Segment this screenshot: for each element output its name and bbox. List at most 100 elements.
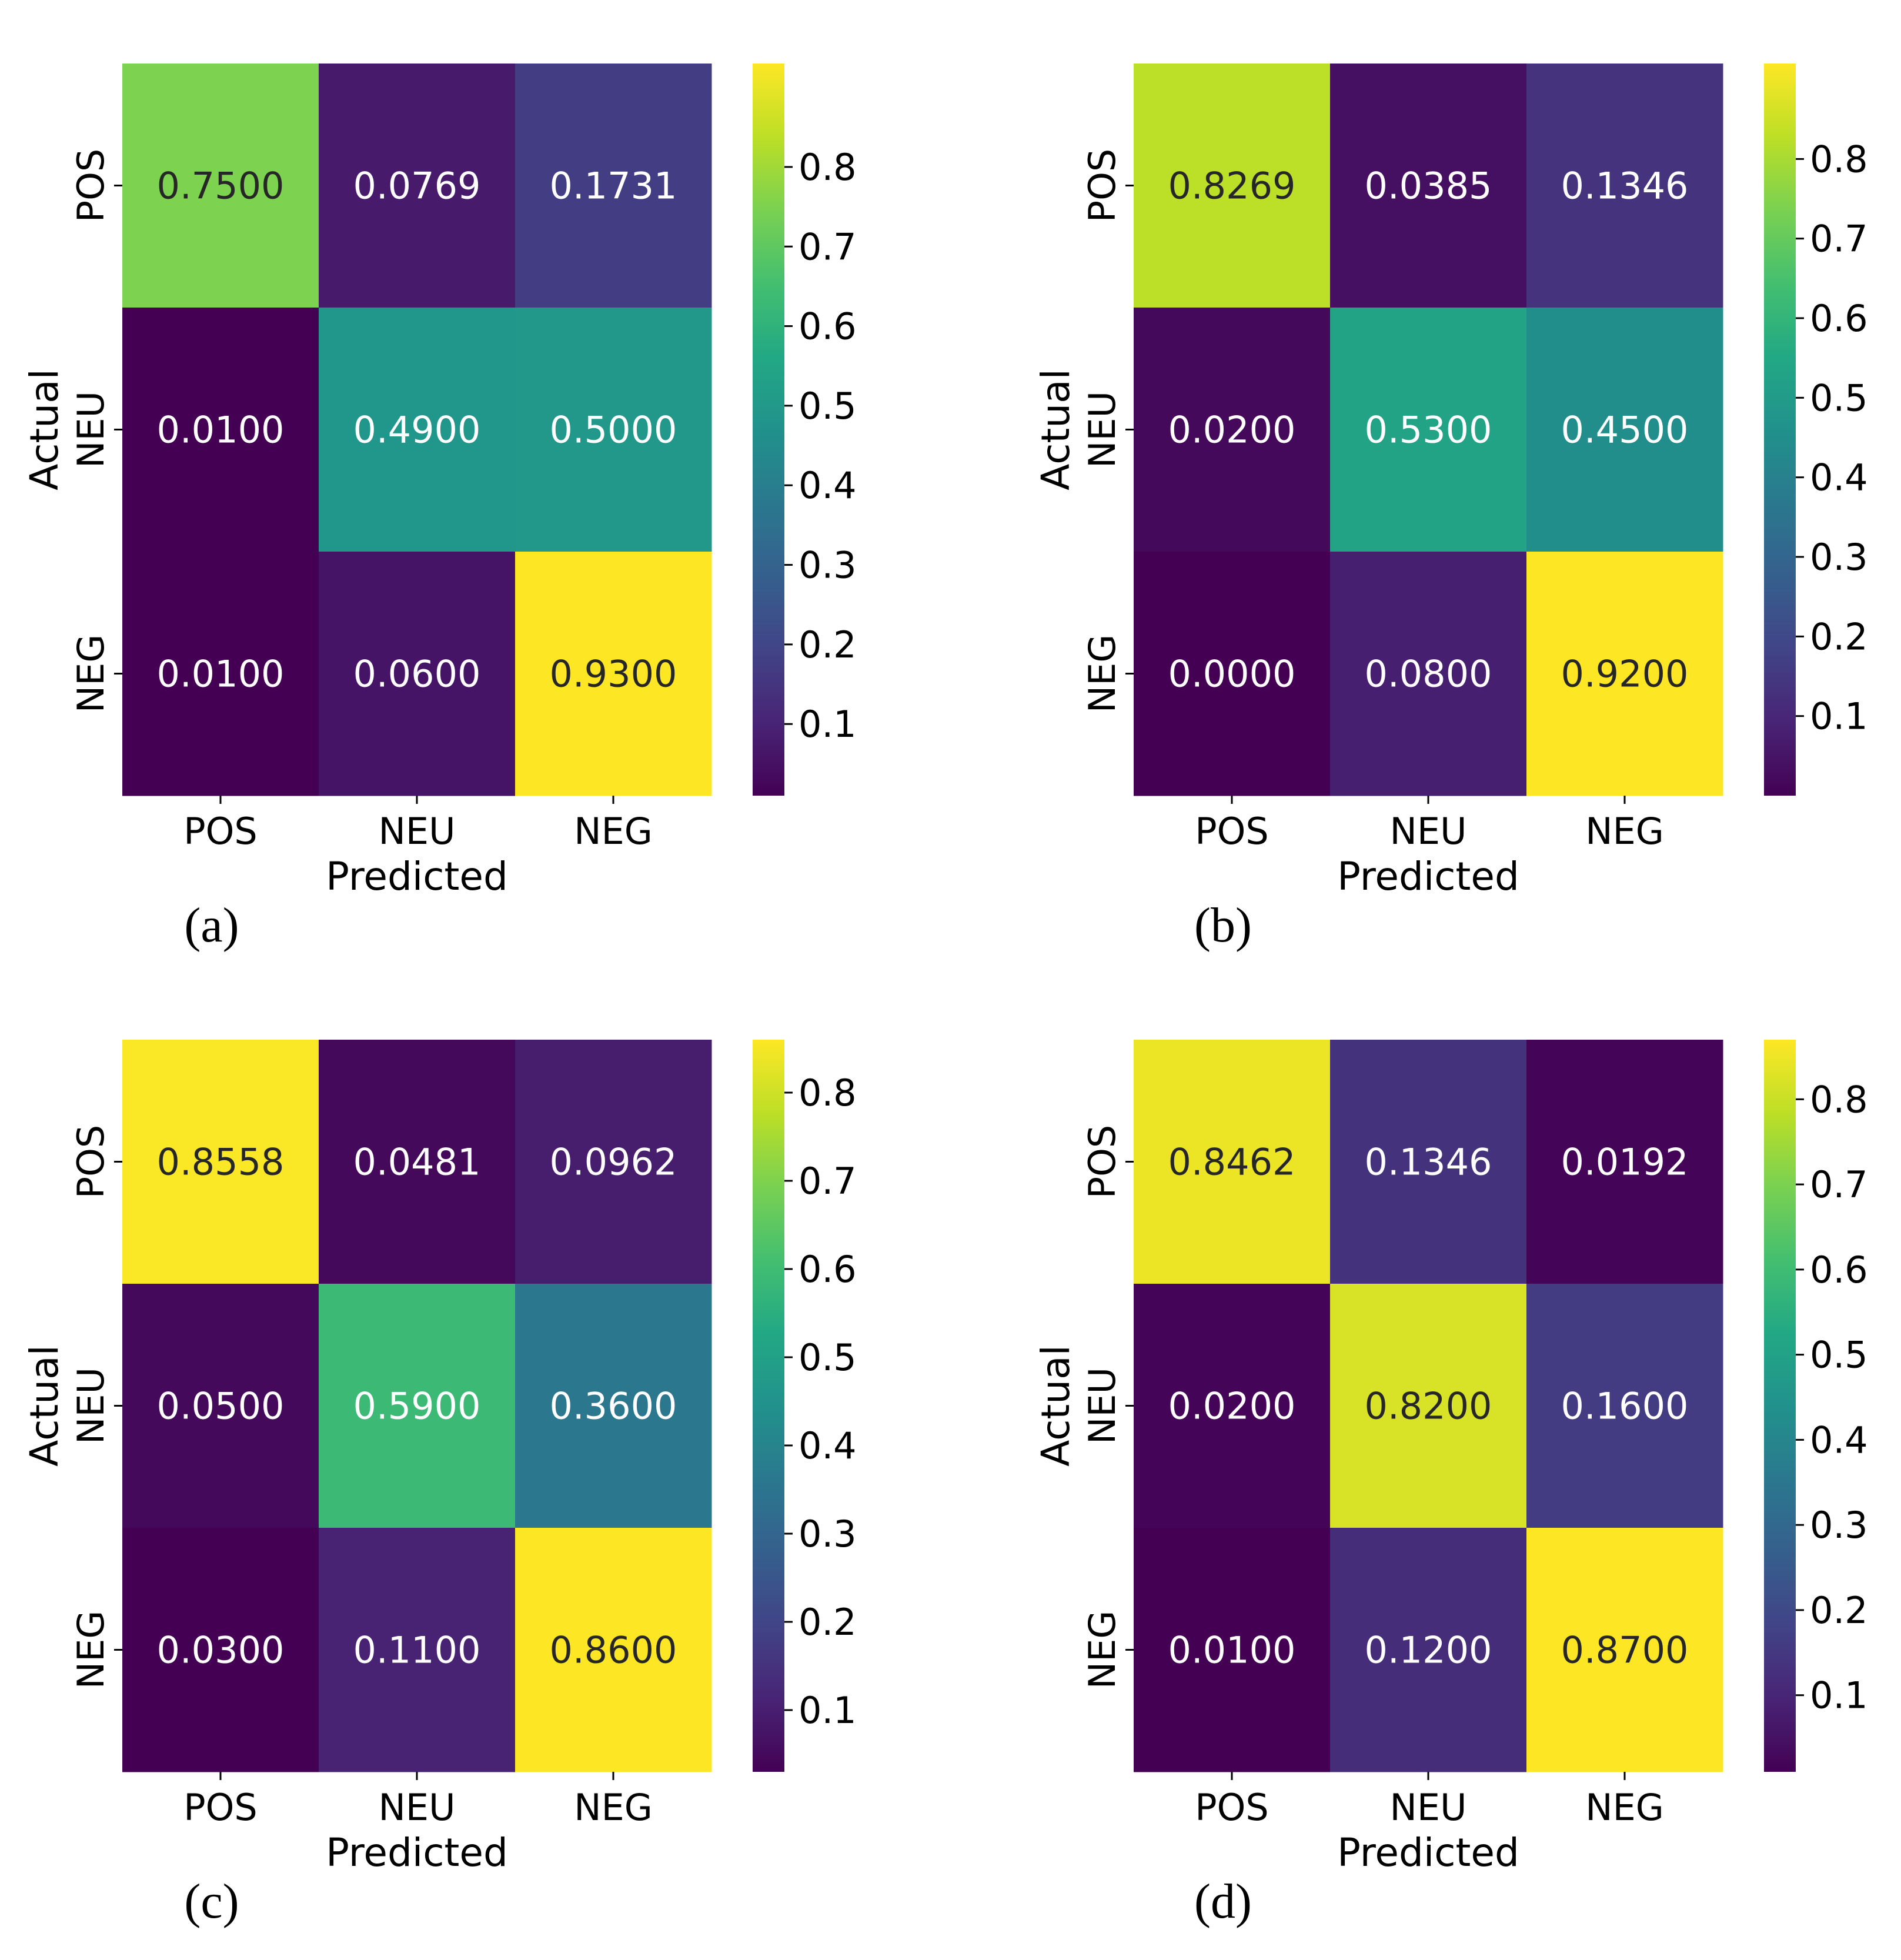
colorbar-tick-label-3: 0.4	[799, 1424, 857, 1467]
heatmap-cell-r2-c0	[1134, 1528, 1331, 1772]
x-tick-label-2: NEG	[1585, 1786, 1664, 1829]
cell-value-label-r1-c2: 0.1600	[1561, 1385, 1689, 1428]
heatmap-cell-r0-c2	[515, 64, 712, 308]
panel-d: 0.8462 0.1346 0.0192 0.0200 0.8200 0.1600 0.01…	[1011, 976, 1901, 1946]
cell-value-label-r2-c1: 0.0800	[1365, 653, 1492, 696]
heatmap-cell-r1-c2	[515, 308, 712, 552]
cell-value-label-r1-c0: 0.0100	[157, 409, 285, 452]
x-axis-label: Predicted	[1337, 854, 1519, 899]
y-tick-label-1: NEU	[1081, 391, 1124, 468]
cell-value-label-r2-c0: 0.0000	[1168, 653, 1296, 696]
cell-value-label-r2-c0: 0.0300	[157, 1629, 285, 1672]
colorbar-tick-label-7: 0.8	[799, 146, 857, 189]
colorbar-tick-label-7: 0.8	[1810, 138, 1868, 181]
heatmap-chart-c: 0.8558 0.0481 0.0962 0.0500 0.5900 0.3600 0.03…	[22, 1040, 857, 1875]
cell-value-label-r0-c2: 0.0962	[550, 1141, 677, 1184]
cell-value-label-r0-c0: 0.8558	[157, 1141, 285, 1184]
cell-value-label-r0-c1: 0.0481	[353, 1141, 481, 1184]
heatmap-cell-r2-c1	[319, 552, 516, 796]
panel-label-b: (b)	[1194, 898, 1252, 953]
cell-value-label-r1-c1: 0.5900	[353, 1385, 481, 1428]
x-tick-label-0: POS	[183, 810, 258, 853]
cell-value-label-r2-c1: 0.1200	[1365, 1629, 1492, 1672]
y-tick-label-1: NEU	[69, 391, 112, 468]
x-axis-label: Predicted	[326, 1830, 508, 1875]
cell-value-label-r0-c2: 0.0192	[1561, 1141, 1689, 1184]
colorbar-tick-label-5: 0.6	[799, 1248, 857, 1291]
cell-value-label-r0-c1: 0.0769	[353, 165, 481, 208]
y-axis-label: Actual	[1033, 369, 1078, 490]
cell-value-label-r1-c2: 0.5000	[550, 409, 677, 452]
cell-value-label-r0-c2: 0.1731	[550, 165, 677, 208]
y-tick-label-0: POS	[69, 149, 112, 223]
colorbar-tick-label-4: 0.5	[1810, 1334, 1868, 1377]
y-axis-label: Actual	[1033, 1345, 1078, 1467]
colorbar-tick-label-2: 0.3	[799, 544, 857, 587]
x-tick-label-1: NEU	[1390, 1786, 1467, 1829]
y-tick-label-0: POS	[1081, 149, 1124, 223]
heatmap-cell-r2-c0	[122, 552, 319, 796]
colorbar	[753, 1040, 784, 1772]
colorbar-tick-label-2: 0.3	[799, 1512, 857, 1555]
colorbar-tick-label-0: 0.1	[799, 703, 857, 746]
heatmap-cell-r0-c2	[1526, 1040, 1723, 1284]
cell-value-label-r0-c1: 0.1346	[1365, 1141, 1492, 1184]
heatmap-cell-r1-c2	[1526, 1284, 1723, 1528]
cell-value-label-r1-c2: 0.4500	[1561, 409, 1689, 452]
colorbar	[1764, 1040, 1796, 1772]
cell-value-label-r2-c0: 0.0100	[157, 653, 285, 696]
colorbar-tick-label-0: 0.1	[799, 1689, 857, 1732]
colorbar-tick-label-1: 0.2	[1810, 1589, 1868, 1632]
x-tick-label-2: NEG	[574, 810, 653, 853]
x-tick-label-1: NEU	[379, 810, 456, 853]
cell-value-label-r2-c1: 0.0600	[353, 653, 481, 696]
colorbar-tick-label-6: 0.7	[1810, 218, 1868, 261]
colorbar-tick-label-1: 0.2	[799, 1601, 857, 1644]
panel-label-c: (c)	[184, 1874, 239, 1929]
heatmap-cell-r1-c0	[122, 1284, 319, 1528]
heatmap-cell-r2-c0	[1134, 552, 1331, 796]
heatmap-cell-r1-c2	[515, 1284, 712, 1528]
colorbar-tick-label-4: 0.5	[1810, 376, 1868, 419]
y-tick-label-0: POS	[69, 1125, 112, 1199]
cell-value-label-r2-c1: 0.1100	[353, 1629, 481, 1672]
y-axis-label: Actual	[22, 1345, 67, 1467]
panel-b: 0.8269 0.0385 0.1346 0.0200 0.5300 0.4500 0.00…	[1011, 0, 1901, 970]
heatmap-cell-r2-c2	[515, 1528, 712, 1772]
heatmap-cell-r0-c1	[1330, 1040, 1527, 1284]
colorbar-tick-label-5: 0.6	[1810, 1248, 1868, 1291]
y-tick-label-2: NEG	[69, 635, 112, 713]
heatmap-cell-r1-c1	[1330, 1284, 1527, 1528]
cell-value-label-r1-c1: 0.5300	[1365, 409, 1492, 452]
cell-value-label-r1-c0: 0.0200	[1168, 1385, 1296, 1428]
y-tick-label-0: POS	[1081, 1125, 1124, 1199]
cell-value-label-r1-c1: 0.4900	[353, 409, 481, 452]
colorbar-tick-label-1: 0.2	[1810, 615, 1868, 658]
cell-value-label-r0-c1: 0.0385	[1365, 165, 1492, 208]
colorbar-tick-label-2: 0.3	[1810, 536, 1868, 579]
x-tick-label-0: POS	[1195, 1786, 1269, 1829]
heatmap-cell-r1-c2	[1526, 308, 1723, 552]
x-tick-label-1: NEU	[379, 1786, 456, 1829]
heatmap-cell-r2-c1	[1330, 552, 1527, 796]
heatmap-cell-r0-c0	[1134, 64, 1331, 308]
heatmap-cell-r2-c2	[1526, 552, 1723, 796]
cell-value-label-r0-c0: 0.8462	[1168, 1141, 1296, 1184]
panel-c: 0.8558 0.0481 0.0962 0.0500 0.5900 0.3600 0.03…	[0, 976, 947, 1946]
colorbar-tick-label-1: 0.2	[799, 623, 857, 666]
x-tick-label-1: NEU	[1390, 810, 1467, 853]
x-tick-label-0: POS	[183, 1786, 258, 1829]
colorbar-tick-label-3: 0.4	[1810, 456, 1868, 499]
cell-value-label-r0-c0: 0.7500	[157, 165, 285, 208]
heatmap-cell-r1-c1	[1330, 308, 1527, 552]
colorbar-tick-label-3: 0.4	[799, 464, 857, 507]
cell-value-label-r0-c0: 0.8269	[1168, 165, 1296, 208]
heatmap-cell-r0-c1	[319, 64, 516, 308]
heatmap-cell-r1-c0	[1134, 1284, 1331, 1528]
colorbar	[753, 64, 784, 796]
colorbar-tick-label-3: 0.4	[1810, 1418, 1868, 1461]
heatmap-cell-r2-c2	[1526, 1528, 1723, 1772]
colorbar-tick-label-2: 0.3	[1810, 1504, 1868, 1547]
x-tick-label-0: POS	[1195, 810, 1269, 853]
cell-value-label-r2-c2: 0.9200	[1561, 653, 1689, 696]
